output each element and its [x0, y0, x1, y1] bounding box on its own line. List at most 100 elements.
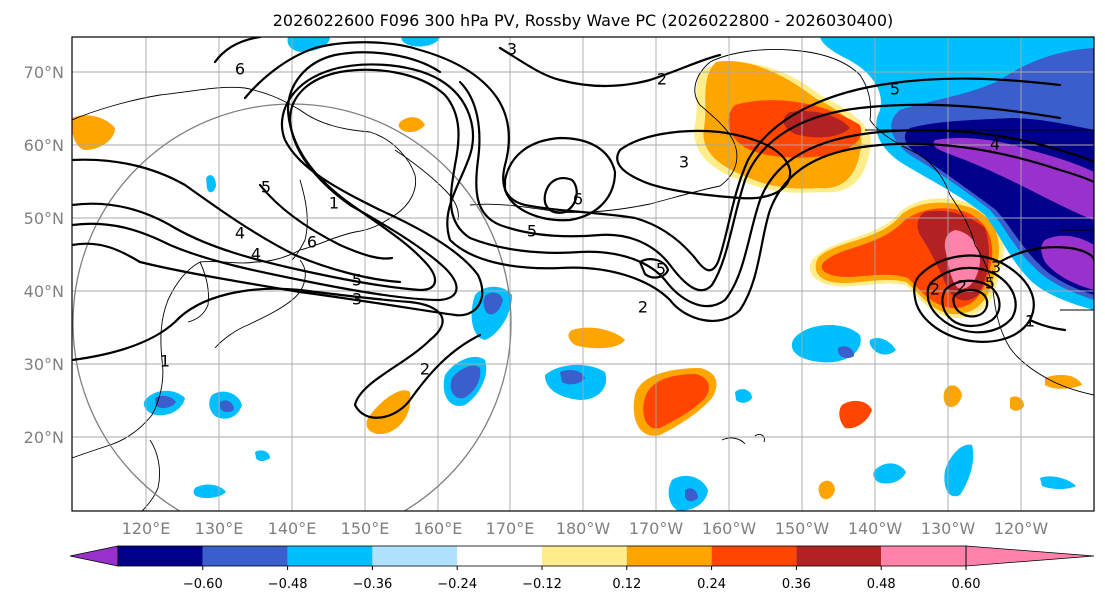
- pv-contour-7: [503, 136, 617, 222]
- contour-label: 1: [329, 194, 339, 213]
- lat-label-40n: 40°N: [24, 282, 64, 301]
- colorbar-segment: [457, 546, 542, 566]
- contour-label: 5: [261, 178, 271, 197]
- lon-label-180w: 180°W: [556, 519, 611, 538]
- contour-label: 6: [573, 190, 583, 209]
- pv-contour-3: [72, 68, 1094, 308]
- contour-label: 5: [985, 274, 995, 293]
- coastline-north-america: [974, 244, 1094, 396]
- negative-anomaly-cell-1-inner: [450, 365, 481, 399]
- coastline-alaska: [694, 49, 976, 246]
- contour-label: 5: [890, 80, 900, 99]
- negative-anomaly-cell-13: [1040, 476, 1076, 489]
- negative-anomaly-cell-11: [869, 338, 896, 355]
- lat-label-60n: 60°N: [24, 136, 64, 155]
- negative-anomaly-top: [287, 37, 330, 52]
- lon-label-130e: 130°E: [195, 519, 244, 538]
- colorbar-segment: [711, 546, 797, 566]
- pv-contour-4: [72, 51, 1062, 292]
- pv-contour-13: [952, 288, 989, 318]
- lon-label-150e: 150°E: [341, 519, 390, 538]
- coastline-kamchatka: [394, 149, 459, 221]
- colorbar-segment: [542, 546, 627, 566]
- contour-label: 5: [352, 271, 362, 290]
- contour-label: 4: [251, 245, 261, 264]
- map-panel: 3 2 6 5 3 6 1 4 5 6 5 3 4 5 2 1 5 2 3 5: [71, 36, 1095, 512]
- pv-contour-10: [913, 254, 1035, 343]
- lon-label-150w: 150°W: [775, 519, 830, 538]
- negative-anomaly-cell-14: [206, 175, 216, 193]
- contour-label: 3: [991, 258, 1001, 277]
- colorbar-tick-label: −0.12: [522, 577, 562, 592]
- colorbar-tick-label: 0.12: [612, 577, 641, 592]
- contour-label: 4: [990, 135, 1000, 154]
- negative-anomaly-cell-15: [255, 450, 270, 461]
- pv-contour-1: [72, 287, 482, 419]
- contour-label: 5: [656, 260, 666, 279]
- positive-anomaly-small-5: [818, 480, 835, 500]
- contour-label: 2: [638, 298, 648, 317]
- lon-label-140e: 140°E: [268, 519, 317, 538]
- positive-anomaly-west: [72, 115, 115, 150]
- negative-anomaly-cell-8: [944, 444, 974, 497]
- colorbar: −0.60 −0.48 −0.36 −0.24 −0.12 0.12 0.24 …: [69, 545, 1095, 592]
- colorbar-tick-labels: −0.60 −0.48 −0.36 −0.24 −0.12 0.12 0.24 …: [183, 577, 981, 592]
- contour-label: 1: [160, 352, 170, 371]
- colorbar-segment: [287, 546, 373, 566]
- pv-contour-11: [926, 266, 1017, 334]
- contour-label: 3: [679, 153, 689, 172]
- lon-label-140w: 140°W: [848, 519, 903, 538]
- colorbar-tick-label: 0.24: [697, 577, 726, 592]
- contour-label: 4: [235, 224, 245, 243]
- negative-anomaly-cell-6-inner: [220, 400, 234, 413]
- colorbar-extend-low: [69, 545, 119, 567]
- colorbar-segment: [118, 546, 203, 566]
- lon-label-170e: 170°E: [486, 519, 535, 538]
- colorbar-ticks: [202, 566, 967, 570]
- negative-anomaly-northeast-4: [933, 138, 1094, 220]
- positive-anomaly-small-2: [839, 400, 872, 429]
- colorbar-tick-label: −0.60: [183, 577, 223, 592]
- pv-shading: [72, 37, 1094, 511]
- contour-label: 2: [657, 70, 667, 89]
- lon-label-120e: 120°E: [122, 519, 171, 538]
- negative-anomaly-cell-3-inner: [560, 370, 585, 385]
- contour-label: 2: [420, 360, 430, 379]
- negative-anomaly-cell-4-inner: [838, 346, 854, 359]
- colorbar-tick-label: 0.48: [867, 577, 896, 592]
- coastline-hawaii: [721, 433, 765, 445]
- contour-label: 6: [307, 233, 317, 252]
- lat-label-70n: 70°N: [24, 63, 64, 82]
- lat-label-30n: 30°N: [24, 355, 64, 374]
- latitude-labels: 70°N 60°N 50°N 40°N 30°N 20°N: [24, 63, 64, 447]
- negative-anomaly-cell-2-inner: [483, 292, 503, 315]
- longitude-labels: 120°E 130°E 140°E 150°E 160°E 170°E 180°…: [122, 519, 1049, 538]
- lat-label-20n: 20°N: [24, 428, 64, 447]
- positive-anomaly-small-4: [398, 117, 425, 133]
- positive-anomaly-small-6: [1010, 396, 1024, 411]
- map-frame: [71, 36, 1095, 512]
- colorbar-tick-label: 0.36: [782, 577, 811, 592]
- pv-contour-12: [941, 279, 1001, 328]
- positive-anomaly-japan-south: [366, 390, 411, 435]
- pv-contour-5: [72, 41, 1062, 284]
- positive-anomaly-small-7: [1045, 374, 1082, 389]
- contour-label: 1: [1025, 312, 1035, 331]
- lon-label-120w: 120°W: [994, 519, 1049, 538]
- pv-contour-9: [616, 129, 792, 200]
- positive-anomaly-central-pacific-2: [643, 374, 709, 429]
- contour-labels: 3 2 6 5 3 6 1 4 5 6 5 3 4 5 2 1 5 2 3 5: [160, 40, 1035, 379]
- colorbar-tick-label: −0.48: [268, 577, 308, 592]
- colorbar-segment: [372, 546, 458, 566]
- colorbar-extend-high-arrow: [965, 545, 1095, 567]
- negative-anomaly-cell-10: [193, 484, 226, 499]
- coastline-philippines: [141, 439, 161, 511]
- lon-label-160e: 160°E: [414, 519, 463, 538]
- lat-label-50n: 50°N: [24, 209, 64, 228]
- negative-anomaly-cell-5-inner: [155, 395, 176, 409]
- map-title: 2026022600 F096 300 hPa PV, Rossby Wave …: [273, 11, 894, 30]
- colorbar-segment: [626, 546, 712, 566]
- negative-anomaly-cell-12: [735, 389, 752, 403]
- pv-contour-6: [213, 37, 722, 260]
